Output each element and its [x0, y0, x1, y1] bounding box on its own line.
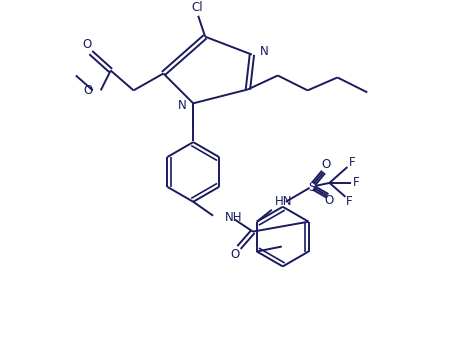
Text: N: N [260, 45, 269, 58]
Text: O: O [321, 159, 330, 171]
Text: HN: HN [275, 195, 292, 208]
Text: F: F [353, 176, 360, 190]
Text: N: N [177, 99, 186, 112]
Text: F: F [349, 157, 356, 170]
Text: O: O [325, 194, 334, 207]
Text: F: F [346, 195, 353, 208]
Text: Cl: Cl [191, 1, 203, 14]
Text: S: S [308, 181, 315, 194]
Text: O: O [230, 248, 240, 261]
Text: O: O [83, 84, 93, 97]
Text: NH: NH [225, 211, 242, 224]
Text: O: O [82, 38, 91, 51]
